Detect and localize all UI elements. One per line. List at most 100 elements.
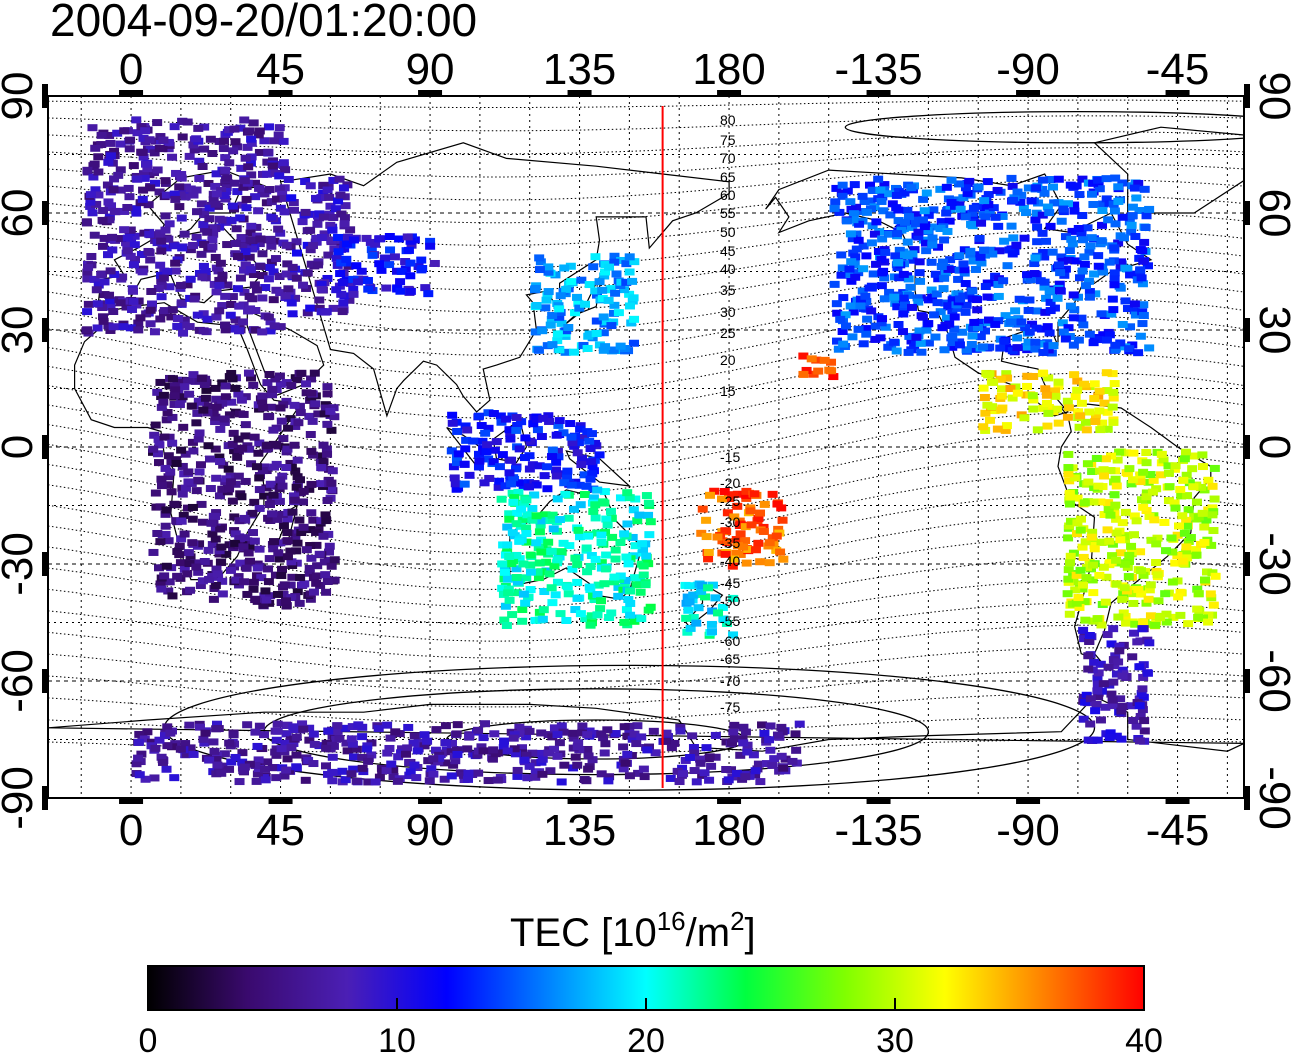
tec-cell <box>1077 175 1088 183</box>
tec-cell <box>1065 552 1076 560</box>
tec-cell <box>979 197 990 205</box>
tec-cell <box>598 313 609 321</box>
tec-cell <box>207 224 218 232</box>
tec-cell <box>966 220 977 228</box>
tec-cell <box>1202 568 1213 576</box>
tec-cell <box>145 256 156 264</box>
tec-cell <box>537 615 548 623</box>
tec-cell <box>509 745 520 753</box>
tec-cell <box>197 163 208 171</box>
tec-cell <box>1069 474 1080 482</box>
tec-cell <box>1106 310 1117 318</box>
tec-cell <box>463 769 474 777</box>
tec-cell <box>758 527 769 535</box>
tec-cell <box>627 735 638 743</box>
tec-cell <box>203 179 214 187</box>
tec-cell <box>961 301 972 309</box>
tec-cell <box>741 487 752 495</box>
tec-cell <box>282 260 293 268</box>
tec-cell <box>148 445 159 453</box>
tec-cell <box>1156 450 1167 458</box>
tec-cell <box>1084 288 1095 296</box>
tec-cell <box>1145 471 1156 479</box>
tec-cell <box>776 752 787 760</box>
tec-cell <box>239 763 250 771</box>
tec-cell <box>296 529 307 537</box>
tec-cell <box>561 285 572 293</box>
tec-cell <box>731 536 742 544</box>
tec-cell <box>192 311 203 319</box>
tec-cell <box>247 509 258 517</box>
tec-cell <box>1144 620 1155 628</box>
tec-cell <box>502 747 513 755</box>
tec-cell <box>1108 306 1119 314</box>
tec-cell <box>600 740 611 748</box>
tec-cell <box>546 547 557 555</box>
tec-cell <box>517 515 528 523</box>
tec-cell <box>263 514 274 522</box>
tec-cell <box>1109 491 1120 499</box>
tec-cell <box>127 287 138 295</box>
tec-cell <box>385 246 396 254</box>
tec-cell <box>1181 548 1192 556</box>
tec-cell <box>115 299 126 307</box>
tec-cell <box>536 433 547 441</box>
tec-cell <box>278 522 289 530</box>
tec-cell <box>158 274 169 282</box>
tec-cell <box>1093 181 1104 189</box>
tec-cell <box>953 275 964 283</box>
tec-cell <box>293 419 304 427</box>
tec-cell <box>248 271 259 279</box>
tec-cell <box>155 503 166 511</box>
tec-cell <box>678 770 689 778</box>
tec-cell <box>1107 702 1118 710</box>
tec-cell <box>742 748 753 756</box>
tec-cell <box>684 582 695 590</box>
tec-cell <box>254 504 265 512</box>
tec-cell <box>1088 339 1099 347</box>
tec-cell <box>183 377 194 385</box>
tec-cell <box>361 234 372 242</box>
tec-cell <box>184 152 195 160</box>
tec-cell <box>275 229 286 237</box>
tec-cell <box>923 320 934 328</box>
tec-cell <box>1089 380 1100 388</box>
tec-cell <box>185 185 196 193</box>
tec-cell <box>268 491 279 499</box>
tec-cell <box>1030 216 1041 224</box>
tec-cell <box>200 394 211 402</box>
tec-cell <box>740 728 751 736</box>
tec-cell <box>483 455 494 463</box>
tec-cell <box>276 745 287 753</box>
tec-cell <box>595 597 606 605</box>
tec-cell <box>619 530 630 538</box>
tec-cell <box>136 123 147 131</box>
tec-cell <box>306 447 317 455</box>
tec-cell <box>323 727 334 735</box>
tec-cell <box>1170 559 1181 567</box>
tec-cell <box>1098 680 1109 688</box>
tec-cell <box>975 318 986 326</box>
tec-cell <box>156 237 167 245</box>
tec-cell <box>273 549 284 557</box>
tec-cell <box>537 327 548 335</box>
tec-cell <box>936 263 947 271</box>
tec-cell <box>506 480 517 488</box>
tec-cell <box>1150 621 1161 629</box>
tec-cell <box>507 611 518 619</box>
tec-cell <box>305 226 316 234</box>
tec-cell <box>119 207 130 215</box>
tec-cell <box>590 439 601 447</box>
tec-cell <box>584 281 595 289</box>
tec-cell <box>875 334 886 342</box>
lon-tick-label-top: 180 <box>692 45 765 94</box>
tec-cell <box>327 226 338 234</box>
tec-cell <box>203 546 214 554</box>
tec-cell <box>574 304 585 312</box>
tec-cell <box>259 731 270 739</box>
tec-cell <box>1170 462 1181 470</box>
tec-cell <box>703 555 714 563</box>
tec-cell <box>191 135 202 143</box>
tec-cell <box>481 448 492 456</box>
tec-cell <box>622 520 633 528</box>
